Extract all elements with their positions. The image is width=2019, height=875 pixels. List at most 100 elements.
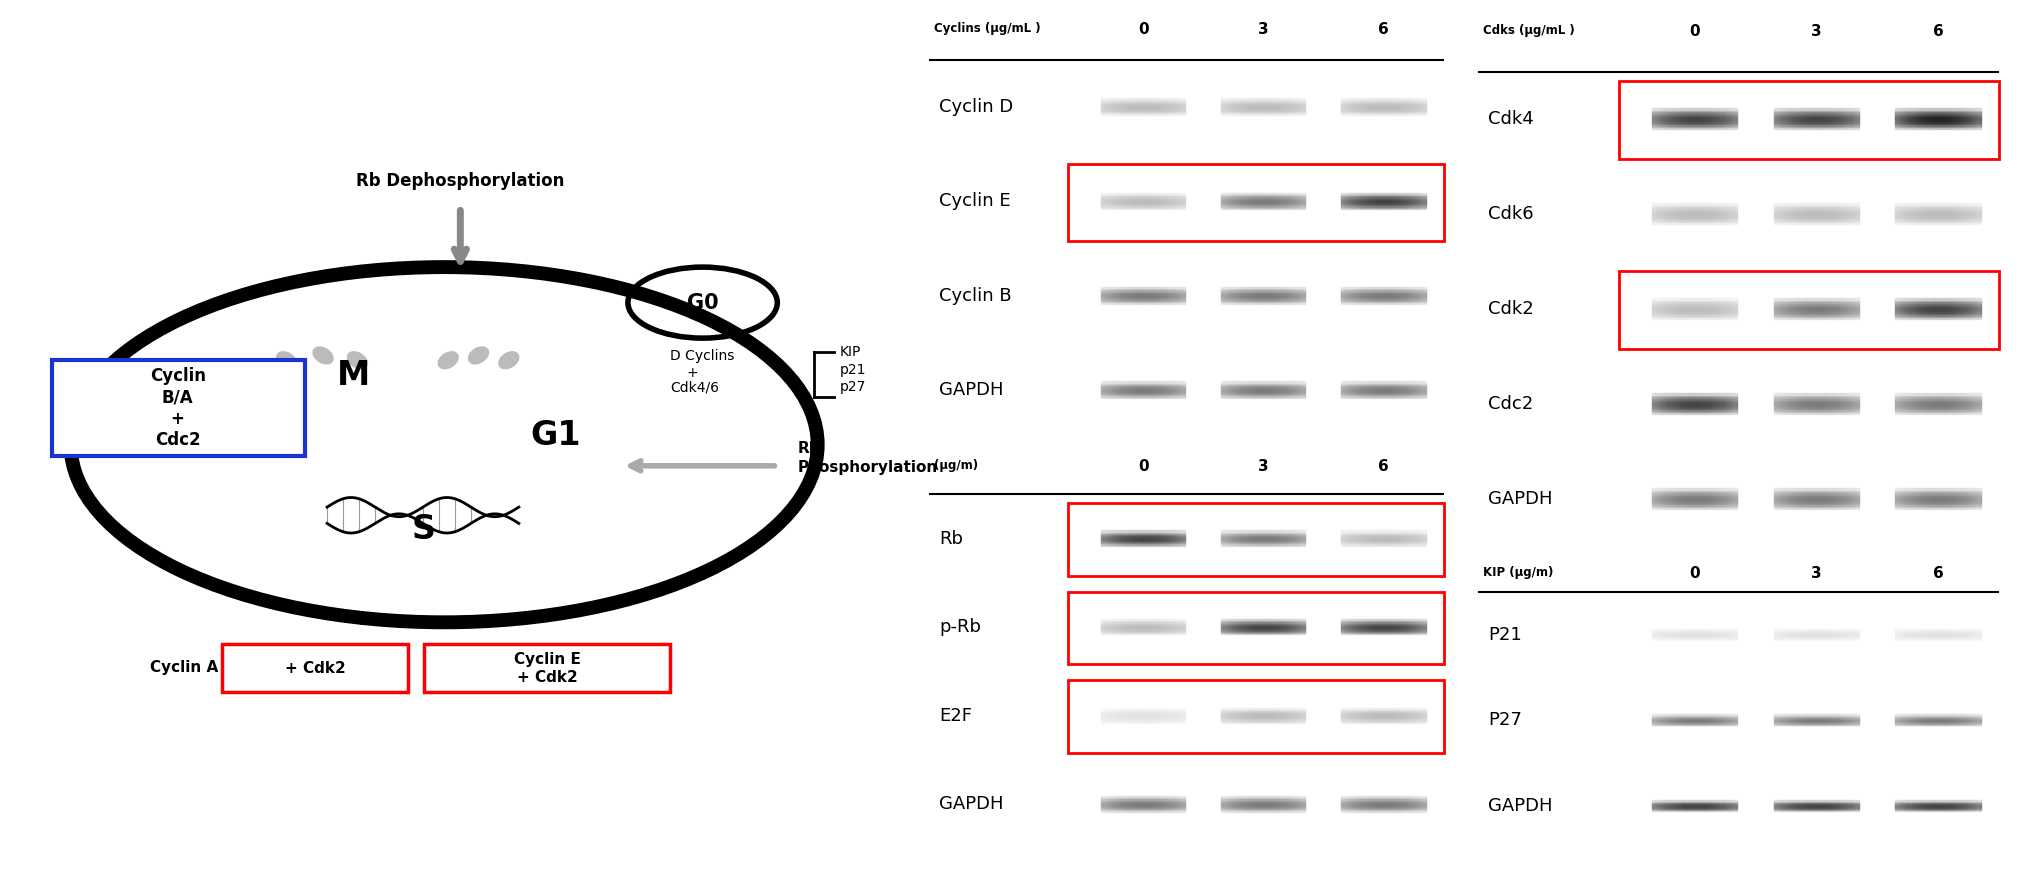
Bar	[1948, 224, 1950, 226]
Bar	[1393, 196, 1395, 198]
Bar	[1131, 196, 1133, 198]
Bar	[1177, 192, 1179, 193]
Bar	[1242, 387, 1244, 388]
Bar	[1341, 546, 1343, 547]
Bar	[1110, 534, 1112, 536]
Bar	[1906, 128, 1908, 129]
Bar	[1908, 506, 1910, 507]
Bar	[1819, 401, 1821, 402]
Bar	[1973, 209, 1975, 211]
Bar	[1106, 542, 1108, 543]
Bar	[1413, 298, 1415, 299]
Bar	[1910, 509, 1912, 511]
Bar	[1835, 209, 1837, 211]
Bar	[1262, 301, 1264, 302]
Bar	[1163, 721, 1165, 722]
Bar	[1391, 292, 1393, 293]
Bar	[1389, 103, 1391, 104]
Bar	[1672, 414, 1674, 416]
Bar	[1964, 414, 1967, 416]
Bar	[1700, 316, 1702, 318]
Bar	[1686, 414, 1688, 416]
Bar	[1375, 382, 1377, 384]
Bar	[1722, 314, 1724, 316]
Bar	[1171, 536, 1173, 537]
Bar	[1292, 204, 1294, 206]
Bar	[1304, 206, 1306, 207]
Bar	[1139, 541, 1141, 542]
Bar	[1967, 308, 1969, 310]
Bar	[1926, 410, 1928, 412]
Bar	[1700, 498, 1702, 500]
Bar	[1819, 493, 1821, 494]
Bar	[1845, 311, 1849, 312]
Bar	[1712, 500, 1714, 501]
Bar	[1419, 195, 1421, 196]
Bar	[1407, 619, 1409, 620]
Bar	[1343, 112, 1347, 114]
Bar	[1825, 298, 1827, 300]
Bar	[1232, 712, 1234, 713]
Bar	[1680, 206, 1682, 208]
Bar	[1106, 207, 1108, 209]
Bar	[1920, 316, 1924, 318]
Bar	[1936, 301, 1938, 303]
Bar	[1304, 199, 1306, 200]
Bar	[1395, 543, 1399, 544]
Bar	[1272, 209, 1274, 210]
Bar	[1973, 224, 1975, 226]
Bar	[1779, 507, 1781, 509]
Bar	[1254, 101, 1256, 102]
Bar	[1912, 501, 1914, 502]
Bar	[1658, 126, 1660, 128]
Bar	[1688, 506, 1690, 507]
Bar	[1678, 108, 1680, 109]
Bar	[1240, 390, 1242, 391]
Bar	[1914, 498, 1916, 500]
Bar	[1973, 393, 1975, 395]
Bar	[1793, 298, 1795, 300]
Bar	[1234, 797, 1236, 799]
Bar	[1278, 632, 1280, 634]
Bar	[1221, 708, 1224, 709]
Bar	[1732, 401, 1736, 402]
Bar	[1248, 114, 1252, 115]
Bar	[1714, 203, 1716, 205]
Bar	[1944, 301, 1946, 303]
Bar	[1304, 804, 1306, 806]
Bar	[1139, 722, 1141, 723]
Bar	[1268, 796, 1270, 797]
Bar	[1684, 113, 1686, 115]
Bar	[1975, 208, 1977, 209]
Bar	[1221, 711, 1224, 712]
Bar	[1857, 304, 1859, 306]
Bar	[1682, 126, 1684, 128]
Bar	[1110, 809, 1112, 810]
Bar	[1387, 723, 1389, 724]
Bar	[1133, 382, 1135, 384]
Bar	[1286, 382, 1288, 384]
Bar	[1119, 385, 1121, 387]
Bar	[1369, 396, 1371, 398]
Bar	[1851, 224, 1853, 226]
Bar	[1230, 634, 1232, 635]
Bar	[1708, 500, 1710, 501]
Bar	[1254, 800, 1256, 801]
Bar	[1688, 400, 1690, 401]
Bar	[1906, 402, 1908, 404]
Bar	[1290, 799, 1292, 800]
Bar	[1720, 220, 1722, 222]
Bar	[1833, 304, 1835, 306]
Bar	[1415, 112, 1417, 114]
Bar	[1682, 303, 1684, 304]
Bar	[1137, 203, 1139, 204]
Bar	[1377, 103, 1379, 104]
Bar	[1823, 493, 1825, 494]
Bar	[1914, 124, 1916, 126]
Bar	[1149, 385, 1151, 387]
Bar	[1145, 540, 1147, 541]
Bar	[1347, 540, 1349, 541]
Bar	[1835, 121, 1837, 123]
Bar	[1940, 121, 1942, 123]
Bar	[1419, 531, 1421, 533]
